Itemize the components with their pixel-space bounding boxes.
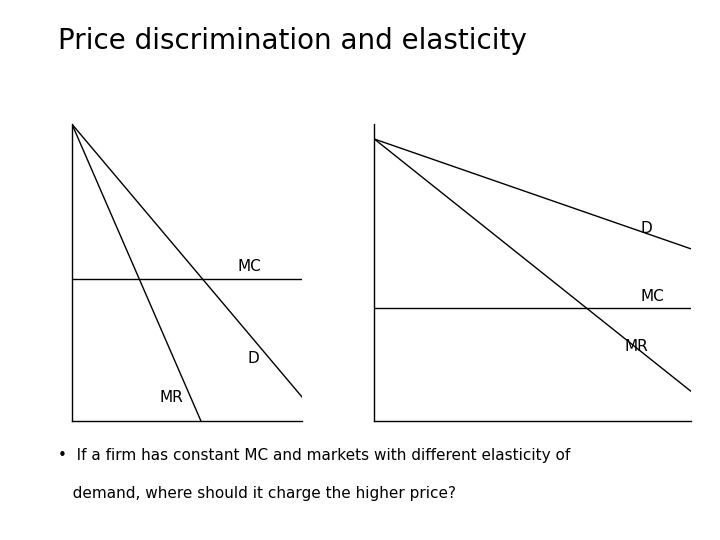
Text: demand, where should it charge the higher price?: demand, where should it charge the highe… — [58, 486, 456, 501]
Text: •  If a firm has constant MC and markets with different elasticity of: • If a firm has constant MC and markets … — [58, 448, 570, 463]
Text: MC: MC — [641, 289, 665, 304]
Text: D: D — [247, 352, 259, 366]
Text: D: D — [641, 221, 652, 235]
Text: MR: MR — [625, 340, 649, 354]
Text: Price discrimination and elasticity: Price discrimination and elasticity — [58, 27, 526, 55]
Text: MR: MR — [160, 390, 184, 405]
Text: MC: MC — [238, 259, 261, 274]
